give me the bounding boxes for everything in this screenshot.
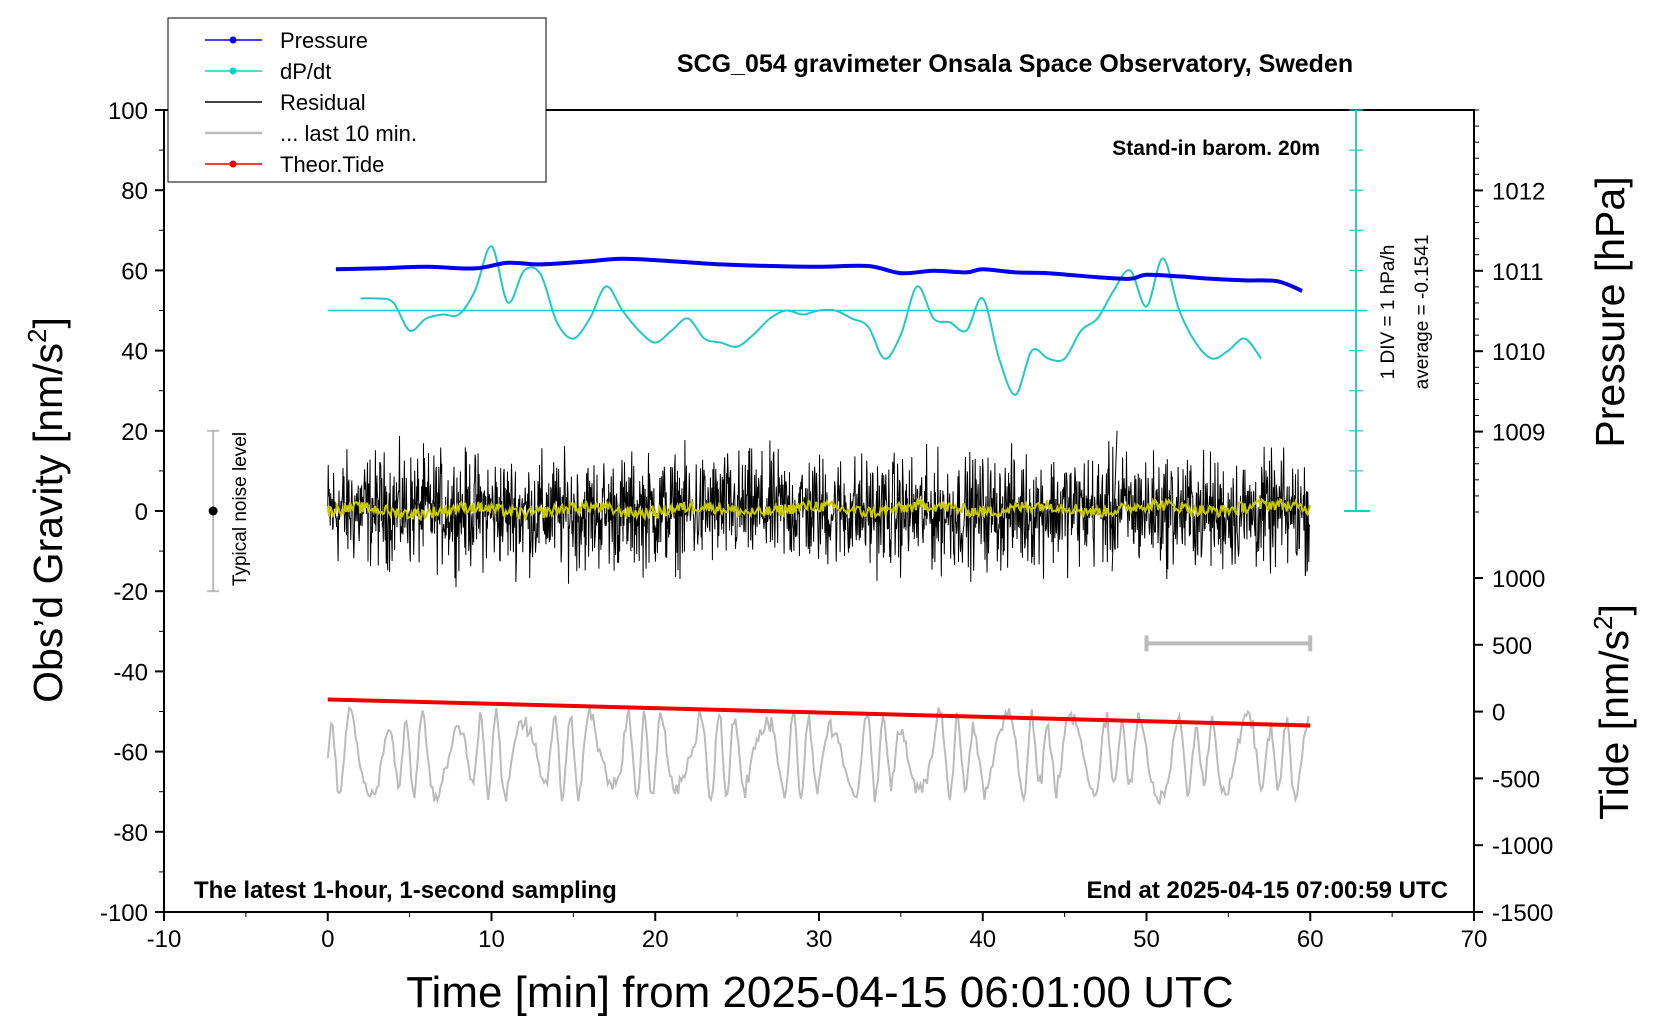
x-tick-label: 60: [1297, 926, 1324, 953]
series-layer: [207, 109, 1371, 807]
legend-label: dP/dt: [280, 59, 331, 84]
noise-level-dot: [208, 506, 218, 516]
legend-label: Pressure: [280, 28, 368, 53]
y-left-tick-label: -80: [113, 820, 148, 847]
y-left-tick-label: 60: [121, 258, 148, 285]
bottom-right-annotation: End at 2025-04-15 07:00:59 UTC: [1087, 877, 1449, 904]
y-tide-tick-label: 0: [1492, 700, 1505, 727]
pressure-line: [335, 256, 1303, 293]
y-pressure-tick-label: 1009: [1492, 420, 1545, 447]
legend-label: Residual: [280, 90, 366, 115]
x-tick-label: -10: [147, 926, 182, 953]
y-axis-label-gravity: Obs’d Gravity [nm/s2]: [22, 317, 71, 703]
y-left-tick-label: -60: [113, 740, 148, 767]
dpdt-scale-annotation: 1 DIV = 1 hPa/h: [1378, 245, 1399, 380]
x-tick-label: 10: [478, 926, 505, 953]
y-left-tick-label: 40: [121, 339, 148, 366]
tick-marks: -10 0 10 20 30 40 50 60 70100806040200-20-40-60-…: [100, 98, 1553, 953]
x-axis-label: Time [min] from 2025-04-15 06:01:00 UTC: [406, 968, 1233, 1017]
noise-level-label: Typical noise level: [230, 432, 251, 586]
y-left-tick-label: 80: [121, 178, 148, 205]
dpdt-line: [360, 245, 1262, 396]
y-left-tick-label: -40: [113, 659, 148, 686]
bottom-left-annotation: The latest 1-hour, 1-second sampling: [194, 877, 617, 904]
legend-marker: [229, 160, 237, 168]
y-left-tick-label: 20: [121, 419, 148, 446]
y-left-tick-label: -100: [100, 900, 148, 927]
legend-marker: [229, 67, 237, 75]
legend-label: ... last 10 min.: [280, 121, 417, 146]
y-axis-label-pressure: Pressure [hPa]: [1587, 176, 1633, 447]
residual-smoothed-line: [326, 496, 1312, 523]
labels-layer: SCG_054 gravimeter Onsala Space Observat…: [22, 50, 1637, 1017]
y-left-tick-label: 100: [108, 98, 148, 125]
y-pressure-tick-label: 1012: [1492, 178, 1545, 205]
last-10-min-line: [326, 706, 1310, 807]
y-axis-label-tide: Tide [nm/s2]: [1588, 604, 1637, 820]
y-tide-tick-label: -1000: [1492, 833, 1553, 860]
chart-title: SCG_054 gravimeter Onsala Space Observat…: [677, 50, 1353, 78]
barometer-annotation: Stand-in barom. 20m: [1112, 137, 1320, 160]
legend-marker: [229, 36, 237, 44]
y-left-tick-label: -20: [113, 579, 148, 606]
residual-spike: [1111, 430, 1118, 572]
y-left-tick-label: 0: [135, 499, 148, 526]
y-tide-tick-label: -500: [1492, 766, 1540, 793]
y-tide-tick-label: -1500: [1492, 900, 1553, 927]
residual-line: [327, 435, 1311, 588]
x-tick-label: 40: [969, 926, 996, 953]
x-tick-label: 20: [642, 926, 669, 953]
legend: Pressure dP/dt Residual ... last 10 min. The…: [167, 17, 547, 183]
y-pressure-tick-label: 1010: [1492, 339, 1545, 366]
x-tick-label: 50: [1133, 926, 1160, 953]
theor-tide-line: [327, 697, 1311, 728]
y-tide-tick-label: 500: [1492, 633, 1532, 660]
x-tick-label: 30: [806, 926, 833, 953]
dpdt-average-annotation: average = -0.1541: [1412, 235, 1433, 390]
legend-label: Theor.Tide: [280, 152, 384, 177]
legend-box: [167, 17, 547, 183]
y-pressure-tick-label: 1011: [1492, 259, 1544, 286]
x-tick-label: 0: [321, 926, 334, 953]
x-tick-label: 70: [1461, 926, 1488, 953]
y-tide-tick-label: 1000: [1492, 566, 1545, 593]
